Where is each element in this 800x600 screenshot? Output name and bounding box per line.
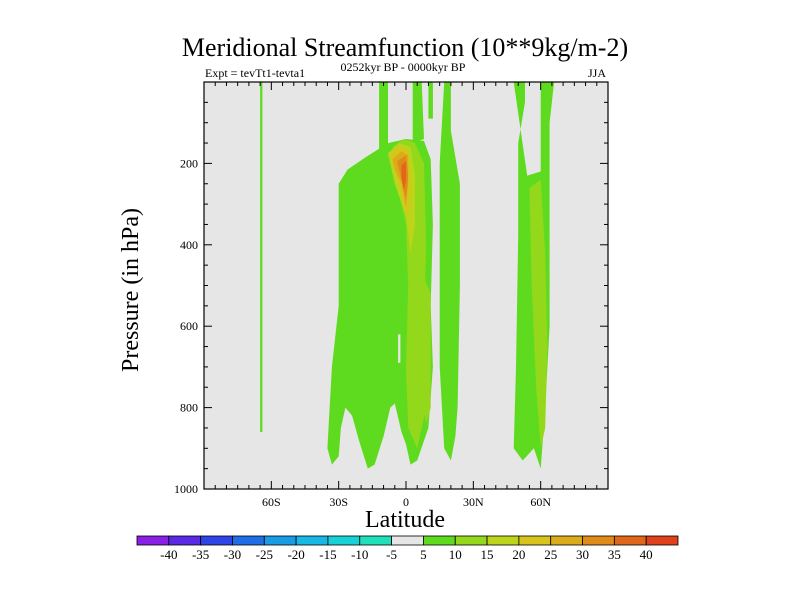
y-tick-label: 400 <box>180 238 198 252</box>
colorbar-box <box>391 535 424 546</box>
colorbar-box <box>200 535 233 546</box>
colorbar-label: 10 <box>449 547 462 562</box>
y-tick-label: 1000 <box>174 482 198 496</box>
colorbar-box <box>359 535 392 546</box>
colorbar-box <box>168 535 202 546</box>
contour-band-25n <box>439 82 460 461</box>
colorbar-label: -20 <box>287 547 304 562</box>
colorbar-label: 40 <box>640 547 653 562</box>
colorbar-box <box>423 535 456 546</box>
colorbar-label: 5 <box>420 547 427 562</box>
contour-band-eq-lower <box>421 277 431 424</box>
colorbar-label: -5 <box>386 547 397 562</box>
chart-subtitle: 0252kyr BP - 0000kyr BP <box>341 60 466 74</box>
contour-band-80s-neg <box>227 322 230 404</box>
plot-area: 60S 30S 0 30N 60N 200 400 600 800 1000 <box>174 81 609 509</box>
colorbar-label: 20 <box>512 547 525 562</box>
y-axis-label: Pressure (in hPa) <box>118 208 144 372</box>
y-tick-label: 200 <box>180 156 198 170</box>
chart-title: Meridional Streamfunction (10**9kg/m-2) <box>182 33 628 62</box>
colorbar-box <box>263 535 297 546</box>
colorbar-box <box>454 535 488 546</box>
colorbar-box <box>582 535 615 546</box>
colorbar-label: 35 <box>608 547 621 562</box>
colorbar-label: -25 <box>256 547 273 562</box>
x-tick-label: 60S <box>262 495 281 509</box>
x-tick-label: 60N <box>530 495 551 509</box>
x-tick-label: 0 <box>403 495 409 509</box>
colorbar-box <box>645 535 679 546</box>
colorbar-label: 25 <box>544 547 557 562</box>
colorbar-label: -15 <box>319 547 336 562</box>
contour-band-eq-35 <box>401 161 406 190</box>
contour-band-eq-strip <box>379 82 388 152</box>
colorbar-label: 15 <box>481 547 494 562</box>
colorbar-label: -35 <box>192 547 209 562</box>
colorbar-box <box>518 535 552 546</box>
colorbar-box <box>550 535 583 546</box>
season-label: JJA <box>588 66 606 80</box>
colorbar-box <box>613 535 647 546</box>
y-tick-label: 600 <box>180 319 198 333</box>
colorbar-box <box>295 535 329 546</box>
contour-band-eq-10 <box>392 139 427 449</box>
experiment-label: Expt = tevTt1-tevta1 <box>205 66 305 80</box>
colorbar-label: -10 <box>351 547 368 562</box>
colorbar-label: -30 <box>224 547 241 562</box>
colorbar: -40 -35 -30 -25 -20 -15 -10 -5 5 10 15 20 25 30 35 40 <box>136 535 679 562</box>
colorbar-label: 30 <box>576 547 589 562</box>
contour-band-eq-top <box>412 82 424 144</box>
colorbar-box <box>232 535 265 546</box>
contour-band-45s-neg <box>291 200 319 461</box>
contour-band-15n <box>428 82 433 119</box>
colorbar-box <box>327 535 361 546</box>
contour-band-55n-10 <box>529 179 548 449</box>
colorbar-label: -40 <box>160 547 177 562</box>
x-axis-label: Latitude <box>365 507 445 533</box>
x-tick-label: 30N <box>463 495 484 509</box>
contour-band-60s-thin <box>260 82 263 432</box>
contour-band-0-neg <box>398 334 401 363</box>
colorbar-box <box>486 535 520 546</box>
colorbar-box <box>136 535 170 546</box>
y-tick-label: 800 <box>180 401 198 415</box>
x-tick-label: 30S <box>329 495 348 509</box>
